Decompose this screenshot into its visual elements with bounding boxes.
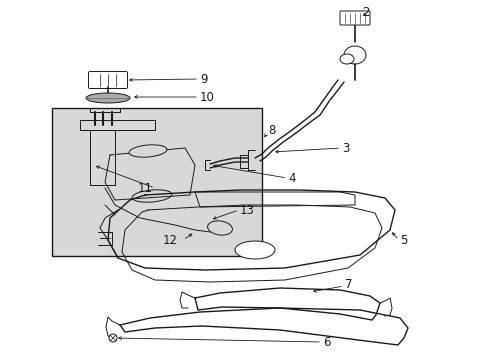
Text: 4: 4: [287, 171, 295, 185]
Text: 8: 8: [267, 123, 275, 136]
Text: 3: 3: [341, 141, 348, 154]
Ellipse shape: [339, 54, 353, 64]
FancyBboxPatch shape: [88, 72, 127, 89]
Bar: [52, 108, 262, 256]
Ellipse shape: [235, 241, 274, 259]
Text: 6: 6: [323, 336, 330, 348]
Ellipse shape: [343, 46, 365, 64]
Text: 5: 5: [399, 234, 407, 247]
FancyBboxPatch shape: [339, 11, 369, 25]
Ellipse shape: [109, 334, 117, 342]
Text: 10: 10: [200, 90, 214, 104]
Ellipse shape: [207, 221, 232, 235]
Text: 12: 12: [163, 234, 178, 247]
Ellipse shape: [86, 93, 130, 103]
Text: 9: 9: [200, 72, 207, 86]
Ellipse shape: [129, 145, 166, 157]
Text: 11: 11: [138, 181, 153, 194]
Text: 13: 13: [240, 203, 254, 216]
Text: 2: 2: [361, 5, 369, 18]
Text: 7: 7: [345, 279, 352, 292]
